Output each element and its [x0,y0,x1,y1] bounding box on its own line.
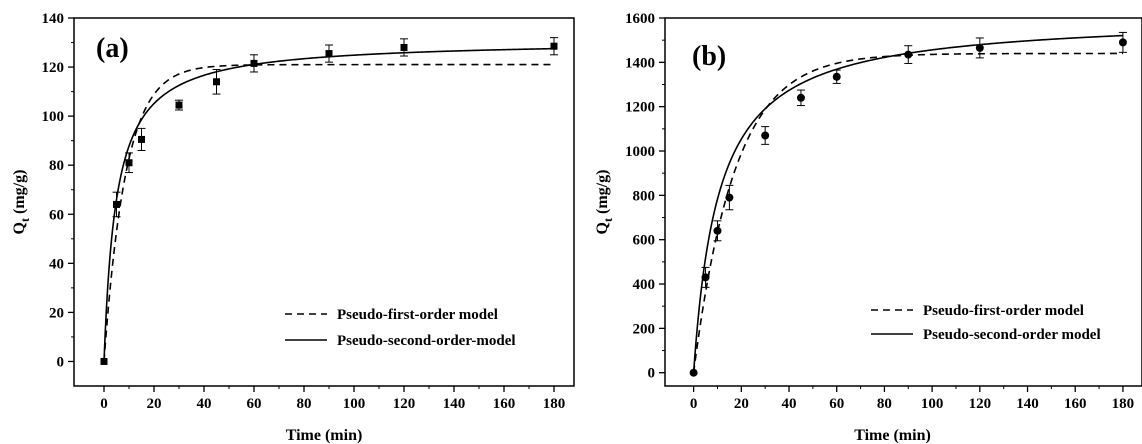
x-tick-label: 180 [1112,396,1135,412]
data-point [400,43,408,51]
y-tick-label: 1200 [625,100,655,116]
plot-frame [73,17,575,387]
y-tick-label: 600 [633,233,656,249]
y-tick-label: 1000 [625,144,655,160]
chart-panel-a: 0 20 40 60 80 100 120 140 160 180 0 20 40 60 80 100 120 1… [11,11,575,444]
y-tick-label: 0 [648,366,656,382]
x-tick-label: 20 [147,396,162,412]
x-tick-label: 0 [690,396,698,412]
data-point [725,193,734,202]
data-point [701,273,710,282]
data-point [325,50,333,58]
data-point [832,72,841,81]
legend-label: Pseudo-first-order model [923,303,1084,319]
data-point [100,357,108,365]
x-tick-label: 140 [443,396,466,412]
x-tick-label: 80 [877,396,892,412]
y-tick-label: 120 [42,60,65,76]
x-tick-label: 160 [493,396,516,412]
x-tick-label: 100 [921,396,944,412]
legend-label: Pseudo-first-order model [337,307,498,323]
chart-panel-b: 0 20 40 60 80 100 120 140 160 180 0 200 400 600 800 100… [594,11,1142,444]
x-tick-label: 40 [197,396,212,412]
x-tick-label: 60 [829,396,844,412]
x-tick-label: 80 [297,396,312,412]
data-point [250,59,258,67]
data-point [713,226,722,235]
x-axis-label: Time (min) [854,427,931,444]
data-point [113,200,120,208]
x-tick-label: 180 [543,396,566,412]
y-axis-label: Qt (mg/g) [11,170,32,235]
x-tick-label: 120 [393,396,416,412]
x-tick-label: 120 [969,396,992,412]
y-tick-label: 200 [633,321,656,337]
y-tick-label: 800 [633,188,656,204]
y-tick-label: 400 [633,277,656,293]
x-tick-label: 40 [782,396,797,412]
y-tick-label: 0 [57,354,65,370]
x-tick-label: 100 [343,396,366,412]
x-tick-label: 60 [247,396,262,412]
data-point [761,131,770,140]
y-tick-label: 140 [42,11,65,27]
x-tick-label: 140 [1016,396,1039,412]
y-tick-label: 40 [49,256,64,272]
data-point [125,159,133,167]
y-tick-label: 1600 [625,11,655,27]
y-tick-label: 100 [42,109,65,125]
panel-label: (b) [692,41,726,72]
y-tick-label: 80 [49,158,64,174]
y-tick-label: 20 [49,305,64,321]
data-point [796,93,805,102]
x-axis-label: Time (min) [286,427,363,444]
legend-label: Pseudo-second-order model [923,327,1101,343]
data-point [1118,38,1127,47]
x-tick-label: 0 [100,396,108,412]
data-point [213,78,220,86]
data-point [975,43,984,52]
y-tick-label: 60 [49,207,64,223]
pseudo-second-order-curve [692,34,1123,373]
data-point [689,368,698,377]
legend-label: Pseudo-second-order-model [337,333,516,349]
data-point [550,42,558,50]
y-tick-label: 1400 [625,55,655,71]
data-point [904,50,913,59]
plot-frame [664,17,1142,387]
data-point [138,135,145,143]
x-tick-label: 20 [734,396,749,412]
x-tick-label: 160 [1064,396,1087,412]
pseudo-first-order-curve [103,63,554,362]
pseudo-first-order-curve [692,52,1123,373]
data-point [175,101,183,109]
panel-label: (a) [96,33,129,64]
y-axis-label: Qt (mg/g) [594,170,615,235]
